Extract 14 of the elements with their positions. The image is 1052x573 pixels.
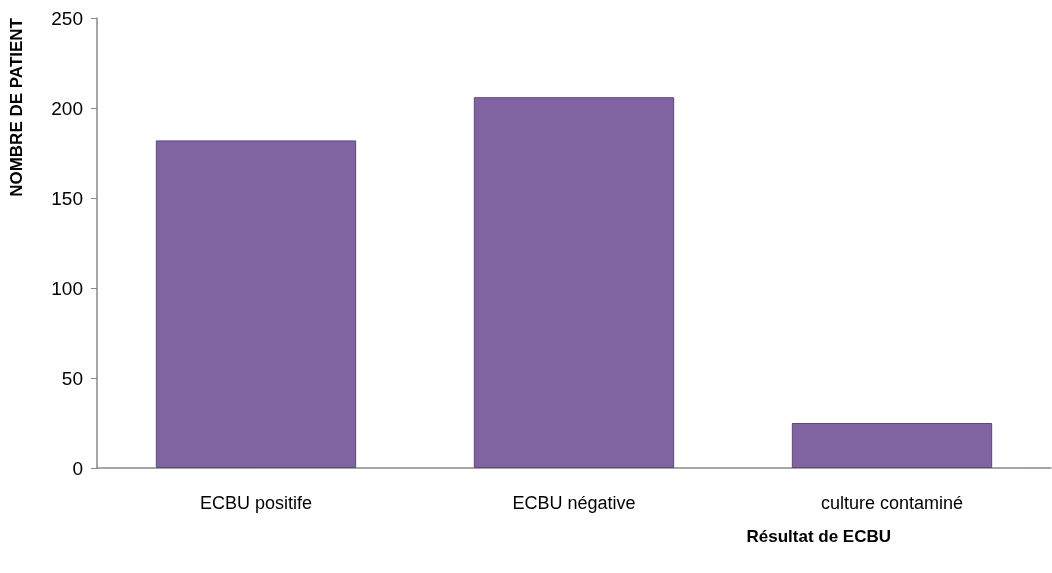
bar bbox=[473, 97, 675, 468]
y-axis-title: NOMBRE DE PATIENT bbox=[7, 17, 26, 197]
y-tick-label: 200 bbox=[51, 97, 83, 119]
y-tick-label: 150 bbox=[51, 187, 83, 209]
x-tick-label: culture contaminé bbox=[820, 493, 964, 513]
x-tick-label: ECBU négative bbox=[512, 493, 636, 513]
y-tick-label: 250 bbox=[51, 7, 83, 29]
bar bbox=[155, 140, 357, 468]
y-tick-label: 0 bbox=[72, 457, 83, 479]
x-tick-label: ECBU positife bbox=[199, 493, 313, 513]
x-axis-title: Résultat de ECBU bbox=[746, 527, 891, 546]
y-tick-label: 100 bbox=[51, 277, 83, 299]
bar bbox=[791, 423, 993, 468]
y-tick-label: 50 bbox=[61, 367, 83, 389]
